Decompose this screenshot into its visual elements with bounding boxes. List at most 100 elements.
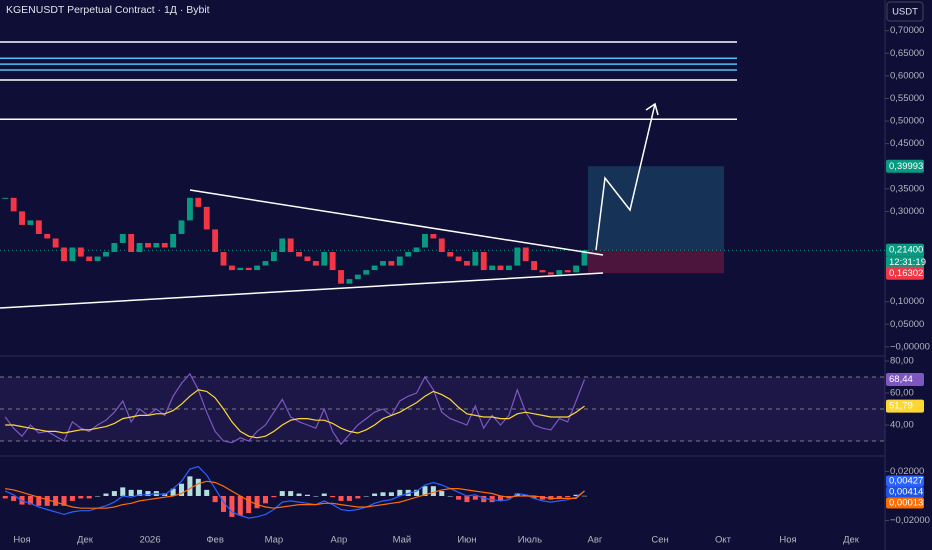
candle <box>61 247 67 262</box>
histogram-bar <box>86 495 92 499</box>
stop-zone <box>588 250 724 274</box>
y-tick-label: 0,60000 <box>890 70 924 81</box>
x-tick-label: Фев <box>206 535 224 546</box>
y-tick-label: 0,50000 <box>890 116 924 127</box>
candle <box>346 279 353 284</box>
candle <box>262 261 269 266</box>
candle <box>405 252 412 257</box>
candle <box>514 247 521 266</box>
candle <box>170 233 177 248</box>
histogram-bar <box>137 489 143 496</box>
candle <box>354 274 361 280</box>
histogram-bar <box>556 495 562 499</box>
x-tick-label: Июн <box>457 535 476 546</box>
candle <box>338 270 344 284</box>
candle <box>464 261 470 266</box>
plot <box>0 41 885 519</box>
candle <box>581 250 588 266</box>
candle <box>304 256 311 262</box>
histogram-bar <box>254 495 260 509</box>
price-badge <box>886 372 924 386</box>
price-badge-label: 0,39993 <box>889 161 923 172</box>
candle <box>35 220 42 234</box>
target-zone <box>588 166 724 251</box>
histogram-bar <box>565 495 571 498</box>
indicator-badge <box>886 475 924 487</box>
candle <box>10 197 17 212</box>
y-tick-label: 0,30000 <box>890 206 924 217</box>
candle <box>556 270 563 275</box>
histogram-bar <box>388 492 394 496</box>
y-tick-label: 0,65000 <box>890 48 924 59</box>
macd-line <box>4 465 585 519</box>
candle <box>178 220 185 234</box>
arrow-head <box>645 102 659 116</box>
histogram-bar <box>95 495 101 497</box>
histogram-bar <box>313 495 319 497</box>
x-tick-label: Июль <box>518 535 542 546</box>
indicator-badge <box>886 486 924 498</box>
histogram-bar <box>103 493 109 496</box>
candle <box>279 238 286 253</box>
histogram-bar <box>397 489 403 496</box>
candle <box>86 256 93 262</box>
candle <box>573 265 580 273</box>
histogram-bar <box>111 491 117 496</box>
histogram-bar <box>481 495 487 503</box>
y-tick-label: −0,00000 <box>890 341 930 352</box>
timer-badge <box>886 256 924 269</box>
histogram-bar <box>271 495 277 498</box>
candle <box>522 247 529 262</box>
candle <box>489 265 496 271</box>
histogram-bar <box>279 491 285 496</box>
indicator-badge-label: 0,00013 <box>889 498 923 509</box>
histogram-bar <box>288 491 294 496</box>
candle <box>161 242 168 248</box>
candle <box>497 265 504 271</box>
candle <box>119 233 126 243</box>
price-badge-label: 0,16302 <box>889 268 923 279</box>
histogram-bar <box>187 476 193 496</box>
histogram-bar <box>229 495 235 517</box>
histogram-bar <box>69 495 75 501</box>
price-badge <box>886 159 924 173</box>
candle <box>539 270 546 273</box>
histogram-bar <box>489 495 495 503</box>
price-badge <box>886 399 924 413</box>
histogram-bar <box>246 495 252 514</box>
currency-label[interactable]: USDT <box>892 7 918 18</box>
trendline-upper <box>189 189 604 256</box>
histogram-bar <box>414 489 420 496</box>
macd-line <box>5 480 585 509</box>
histogram-bar <box>514 493 520 496</box>
candle <box>111 242 118 253</box>
candle <box>438 238 445 253</box>
candle <box>2 197 9 199</box>
candle <box>254 265 261 271</box>
histogram-bar <box>422 486 428 496</box>
histogram-bar <box>220 495 227 512</box>
histogram-bar <box>195 478 201 496</box>
histogram-bar <box>464 495 470 503</box>
histogram-bar <box>145 491 151 496</box>
candle <box>371 265 378 271</box>
candle <box>27 220 34 225</box>
currency-button[interactable] <box>886 1 924 22</box>
histogram-bar <box>128 489 134 496</box>
candle <box>287 238 294 253</box>
histogram-bar <box>581 495 587 497</box>
x-tick-label: Дек <box>77 535 94 546</box>
histogram-bar <box>120 487 126 496</box>
candle <box>203 206 210 230</box>
histogram-bar <box>573 494 579 496</box>
candle <box>44 233 51 239</box>
x-tick-label: 2026 <box>139 535 160 546</box>
candle <box>455 256 462 262</box>
candle <box>228 265 235 271</box>
indicator-badge-label: 0,00427 <box>889 476 923 487</box>
indicator-badge-label: 0,00414 <box>889 487 923 498</box>
candle <box>270 252 277 262</box>
histogram-bar <box>262 495 268 504</box>
histogram-bar <box>204 489 210 496</box>
histogram-bar <box>36 495 42 506</box>
